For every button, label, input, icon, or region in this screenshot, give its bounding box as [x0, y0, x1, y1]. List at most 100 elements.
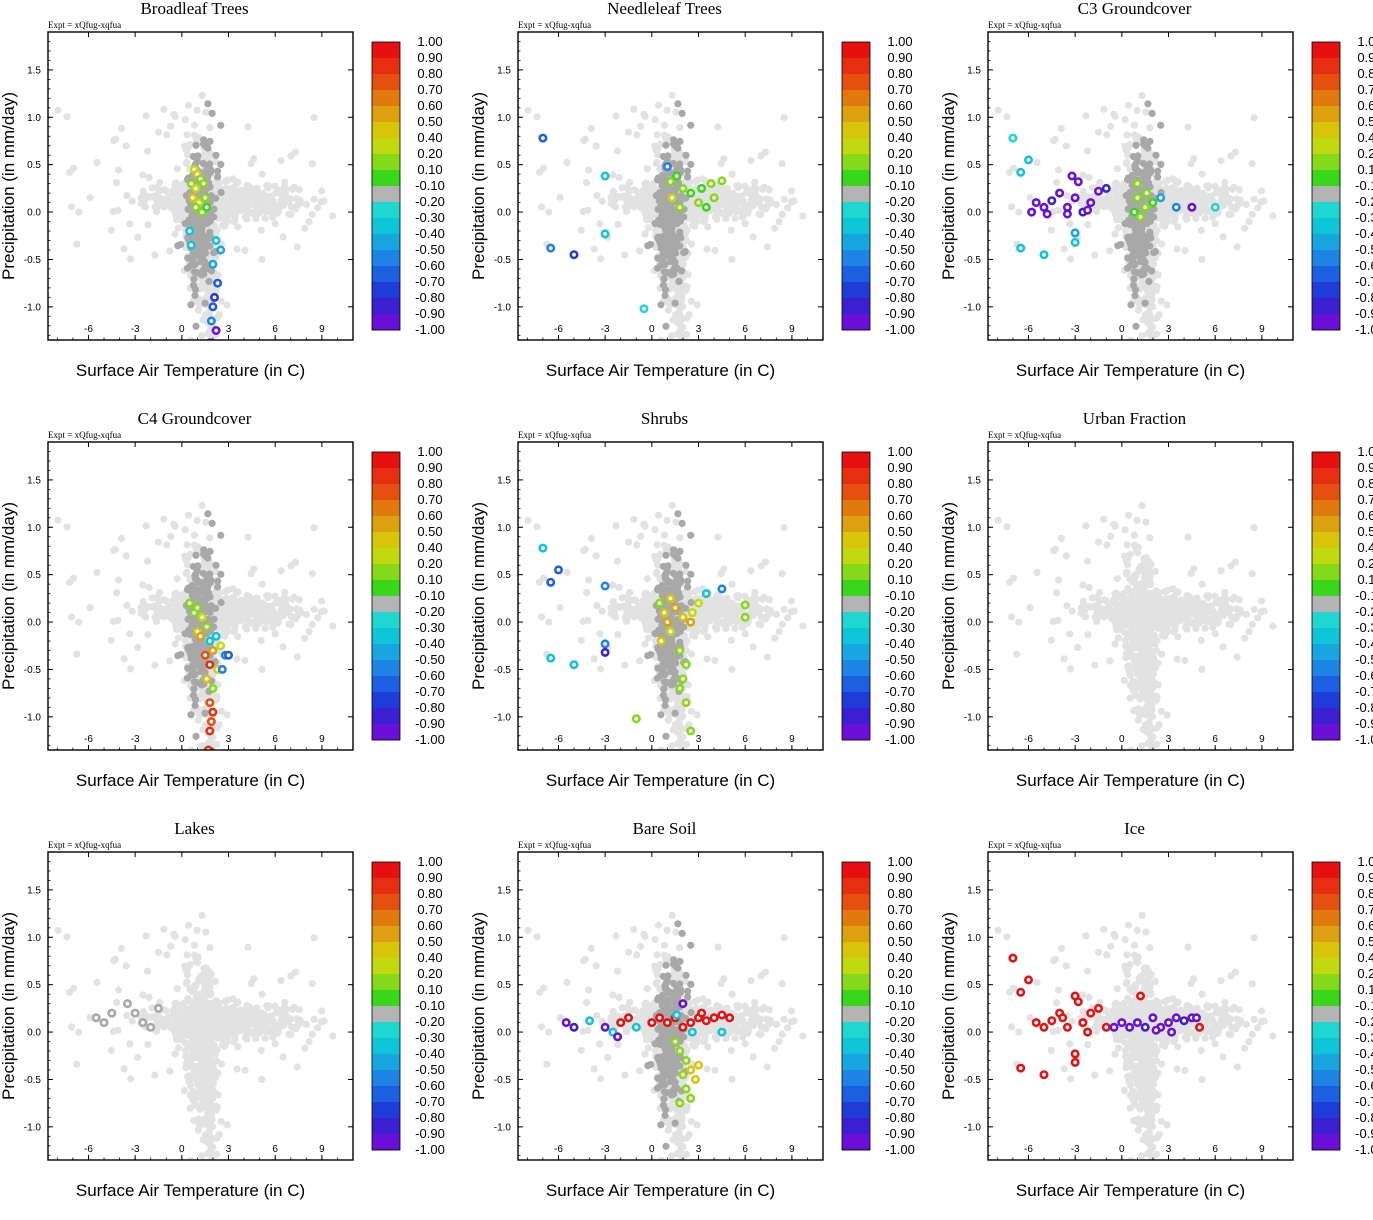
y-axis-label: Precipitation (in mm/day): [0, 92, 18, 280]
neutral-point: [187, 301, 194, 308]
background-point: [750, 233, 757, 240]
background-point: [669, 283, 676, 290]
y-tick-label: -1.0: [24, 302, 42, 313]
neutral-point: [676, 160, 683, 167]
background-point: [261, 192, 268, 199]
background-point: [747, 157, 754, 164]
background-point: [261, 602, 268, 609]
background-point: [1015, 209, 1022, 216]
background-point: [668, 332, 675, 339]
background-point: [1146, 124, 1153, 131]
x-axis-label: Surface Air Temperature (in C): [76, 361, 305, 380]
neutral-point: [666, 218, 673, 225]
colorbar-box: [842, 282, 870, 298]
neutral-point: [662, 323, 669, 330]
background-point: [262, 215, 269, 222]
background-point: [151, 252, 158, 259]
background-point: [258, 256, 265, 263]
y-axis-label: Precipitation (in mm/day): [469, 92, 488, 280]
background-point: [580, 137, 587, 144]
x-tick-label: 3: [1166, 324, 1172, 335]
background-point: [1114, 165, 1121, 172]
colorbar-label: -0.80: [415, 290, 445, 305]
data-point: [677, 204, 683, 210]
background-point: [1086, 174, 1093, 181]
background-point: [1033, 159, 1040, 166]
background-point: [1258, 198, 1265, 205]
colorbar-label: -0.30: [885, 210, 915, 225]
background-point: [746, 189, 753, 196]
colorbar-box: [1312, 234, 1340, 250]
background-point: [679, 324, 686, 331]
background-point: [182, 116, 189, 123]
chart-title: C3 Groundcover: [1078, 0, 1192, 18]
background-point: [638, 201, 645, 208]
background-point: [167, 123, 174, 130]
neutral-point: [687, 161, 694, 168]
colorbar-box: [372, 202, 400, 218]
neutral-point: [662, 142, 669, 149]
background-point: [1008, 203, 1015, 210]
colorbar-label: -0.80: [1355, 290, 1373, 305]
colorbar-box: [842, 202, 870, 218]
background-point: [1061, 245, 1068, 252]
y-tick-label: 0.0: [497, 208, 511, 219]
neutral-point: [190, 275, 197, 282]
y-axis-label: Precipitation (in mm/day): [939, 92, 958, 280]
x-axis-label: Surface Air Temperature (in C): [1016, 361, 1245, 380]
data-point: [669, 195, 675, 201]
neutral-point: [1157, 161, 1164, 168]
neutral-point: [1123, 192, 1130, 199]
data-point: [1049, 198, 1055, 204]
background-point: [258, 611, 265, 618]
colorbar-label: -0.40: [885, 226, 915, 241]
background-point: [1054, 207, 1061, 214]
background-point: [799, 212, 806, 219]
background-point: [318, 608, 325, 615]
background-point: [1103, 131, 1110, 138]
background-point: [721, 201, 728, 208]
background-point: [525, 107, 532, 114]
background-point: [703, 246, 710, 253]
chart-annotation: Expt = xQfug-xqfua: [48, 430, 121, 440]
background-point: [654, 131, 661, 138]
neutral-point: [644, 242, 651, 249]
chart-points: [55, 502, 337, 754]
neutral-point: [1132, 165, 1139, 172]
colorbar-box: [842, 42, 870, 58]
background-point: [191, 132, 198, 139]
data-point: [1088, 199, 1094, 205]
colorbar-label: 0.80: [417, 66, 442, 81]
background-point: [311, 114, 318, 121]
background-point: [626, 187, 633, 194]
background-point: [578, 227, 585, 234]
background-point: [239, 195, 246, 202]
colorbar-label: 0.70: [887, 82, 912, 97]
background-point: [734, 183, 741, 190]
colorbar-label: 1.00: [887, 34, 912, 49]
data-point: [1084, 207, 1090, 213]
background-point: [160, 106, 167, 113]
background-point: [244, 124, 251, 131]
data-point: [202, 195, 208, 201]
background-point: [1149, 324, 1156, 331]
neutral-point: [218, 189, 225, 196]
background-point: [1161, 223, 1168, 230]
neutral-point: [1132, 142, 1139, 149]
background-point: [309, 211, 316, 218]
background-point: [66, 169, 73, 176]
colorbar-label: -0.50: [885, 242, 915, 257]
colorbar-box: [372, 90, 400, 106]
background-point: [173, 590, 180, 597]
neutral-point: [192, 142, 199, 149]
background-point: [267, 193, 274, 200]
colorbar-box: [1312, 106, 1340, 122]
background-point: [243, 616, 250, 623]
y-tick-label: 0.5: [27, 160, 41, 171]
background-point: [199, 283, 206, 290]
neutral-point: [1142, 244, 1149, 251]
colorbar-label: 0.50: [887, 114, 912, 129]
